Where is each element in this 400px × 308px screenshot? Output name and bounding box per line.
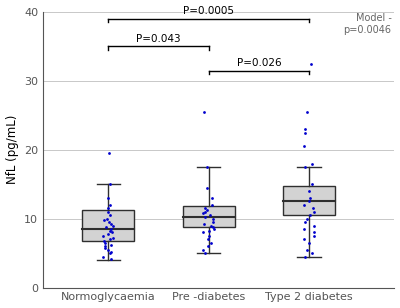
Bar — [82, 210, 134, 241]
Point — [108, 256, 114, 261]
Point — [301, 227, 307, 232]
Point — [200, 247, 207, 252]
Point — [306, 189, 312, 194]
Point — [304, 216, 310, 221]
Point — [201, 109, 208, 114]
Point — [106, 151, 113, 156]
Point — [304, 109, 310, 114]
Point — [310, 233, 317, 238]
Point — [302, 130, 308, 135]
Point — [201, 222, 208, 227]
Point — [202, 206, 208, 211]
Bar — [283, 186, 335, 215]
Point — [205, 244, 212, 249]
Point — [102, 244, 108, 249]
Point — [204, 164, 210, 169]
Point — [205, 237, 211, 242]
Point — [210, 220, 216, 225]
Y-axis label: NfL (pg/mL): NfL (pg/mL) — [6, 115, 18, 184]
Point — [101, 238, 107, 243]
Point — [308, 251, 315, 256]
Point — [104, 206, 111, 211]
Point — [108, 242, 114, 247]
Point — [302, 220, 308, 225]
Point — [202, 251, 208, 256]
Point — [307, 213, 314, 218]
Point — [208, 202, 215, 207]
Point — [100, 233, 106, 238]
Point — [107, 213, 114, 218]
Point — [201, 209, 208, 214]
Text: Model -
p=0.0046: Model - p=0.0046 — [344, 13, 392, 35]
Point — [309, 182, 315, 187]
Point — [210, 227, 217, 232]
Bar — [183, 206, 235, 227]
Point — [300, 202, 307, 207]
Point — [310, 206, 316, 211]
Point — [106, 202, 113, 207]
Text: P=0.043: P=0.043 — [136, 34, 181, 44]
Point — [105, 231, 112, 236]
Point — [204, 185, 210, 190]
Text: P=0.026: P=0.026 — [237, 58, 281, 68]
Point — [210, 225, 216, 229]
Point — [105, 196, 112, 201]
Text: P=0.0005: P=0.0005 — [183, 6, 234, 16]
Point — [302, 127, 308, 132]
Point — [107, 237, 114, 242]
Point — [110, 236, 116, 241]
Point — [308, 61, 314, 66]
Point — [108, 222, 114, 227]
Point — [302, 254, 308, 259]
Point — [107, 251, 113, 256]
Point — [301, 144, 307, 149]
Point — [208, 223, 214, 228]
Point — [105, 247, 112, 252]
Point — [303, 247, 310, 252]
Point — [204, 208, 210, 213]
Point — [103, 225, 109, 229]
Point — [306, 240, 313, 245]
Point — [108, 230, 115, 235]
Point — [302, 164, 308, 169]
Point — [104, 216, 110, 221]
Point — [110, 223, 116, 228]
Point — [210, 216, 216, 221]
Point — [102, 240, 108, 245]
Point — [108, 249, 114, 254]
Point — [306, 199, 312, 204]
Point — [107, 182, 113, 187]
Point — [101, 217, 108, 222]
Point — [311, 209, 317, 214]
Point — [108, 227, 114, 232]
Point — [202, 215, 208, 220]
Point — [106, 220, 112, 225]
Point — [102, 245, 108, 250]
Point — [104, 209, 111, 214]
Point — [306, 196, 313, 201]
Point — [205, 229, 212, 233]
Point — [207, 213, 213, 218]
Point — [309, 161, 315, 166]
Point — [300, 237, 307, 242]
Point — [209, 196, 216, 201]
Point — [100, 254, 106, 259]
Point — [205, 233, 212, 238]
Point — [200, 230, 206, 235]
Point — [106, 229, 113, 233]
Point — [310, 230, 317, 235]
Point — [311, 223, 317, 228]
Point — [200, 211, 207, 216]
Point — [208, 240, 214, 245]
